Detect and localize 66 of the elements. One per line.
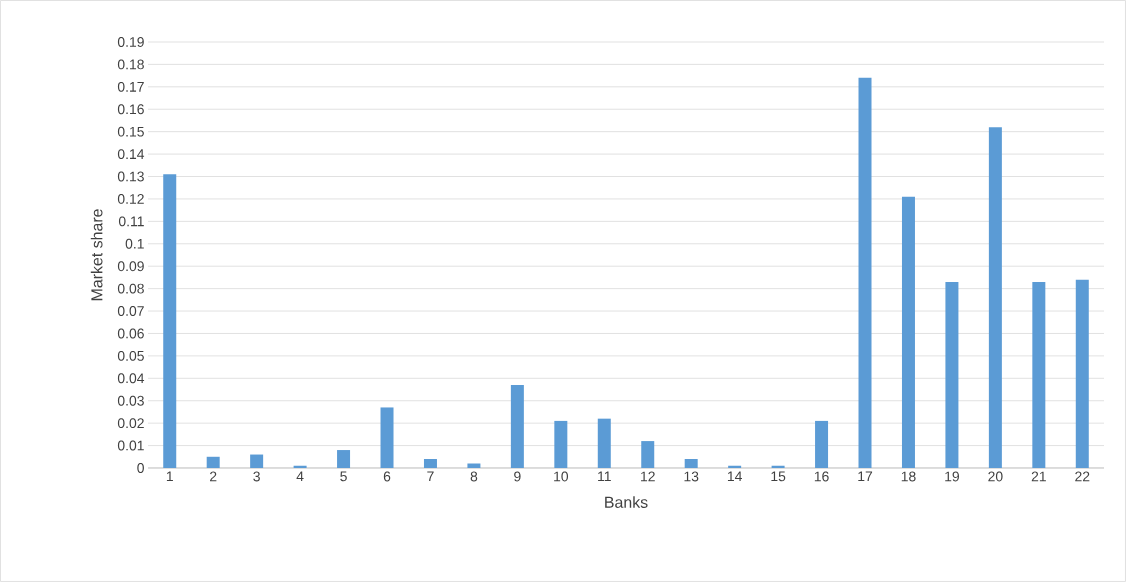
y-tick-label: 0.1: [125, 238, 144, 249]
x-tick-label: 7: [427, 471, 434, 482]
bar: [467, 463, 481, 468]
bar: [988, 127, 1002, 468]
x-tick-label: 8: [470, 471, 478, 482]
x-tick-label: 18: [901, 471, 916, 482]
bar: [901, 196, 915, 468]
x-tick-label: 15: [771, 471, 786, 482]
x-tick-label: 16: [814, 471, 829, 482]
y-tick-label: 0.01: [117, 440, 144, 451]
bar: [597, 418, 611, 468]
bar: [510, 385, 524, 468]
y-tick-label: 0.16: [117, 104, 144, 115]
bar: [945, 281, 959, 468]
x-tick-label: 4: [296, 471, 304, 482]
x-axis-title: Banks: [605, 496, 648, 508]
x-tick-label: 21: [1031, 471, 1046, 482]
bar: [423, 459, 437, 468]
bar: [554, 420, 568, 468]
x-tick-label: 20: [988, 471, 1003, 482]
bar: [380, 407, 394, 468]
y-tick-label: 0.11: [118, 216, 144, 227]
y-tick-label: 0.06: [117, 328, 144, 339]
y-tick-label: 0: [137, 463, 144, 473]
y-tick-label: 0.18: [117, 59, 144, 70]
bar: [771, 465, 785, 468]
y-tick-label: 0.04: [117, 373, 145, 384]
bar: [815, 420, 829, 468]
bar: [250, 454, 264, 468]
bar: [163, 174, 177, 468]
bar: [1032, 281, 1046, 468]
y-tick-label: 0.14: [117, 149, 145, 160]
x-tick-label: 12: [641, 471, 655, 482]
y-tick-label: 0.19: [117, 37, 144, 47]
bar: [641, 441, 655, 468]
x-tick-label: 3: [253, 471, 260, 482]
x-tick-label: 11: [598, 471, 611, 482]
y-tick-label: 0.09: [117, 261, 144, 272]
bar: [858, 77, 872, 468]
y-tick-label: 0.17: [117, 81, 144, 92]
y-tick-label: 0.05: [117, 350, 144, 361]
y-tick-label: 0.15: [117, 126, 144, 137]
x-tick-label: 1: [166, 471, 173, 482]
bar: [728, 465, 742, 468]
y-tick-label: 0.07: [117, 306, 144, 316]
x-tick-label: 19: [945, 471, 960, 482]
y-tick-label: 0.12: [117, 193, 144, 204]
y-tick-label: 0.13: [117, 171, 144, 182]
x-tick-label: 6: [383, 471, 391, 482]
bar: [337, 450, 351, 468]
x-tick-label: 13: [684, 471, 699, 482]
x-tick-label: 2: [210, 471, 217, 482]
x-tick-label: 5: [340, 471, 347, 482]
bar: [206, 456, 220, 468]
x-tick-label: 22: [1075, 471, 1090, 482]
y-tick-label: 0.02: [117, 418, 144, 429]
bar: [293, 465, 307, 468]
y-tick-label: 0.03: [117, 395, 144, 406]
y-tick-label: 0.08: [117, 283, 144, 294]
x-tick-label: 17: [858, 471, 873, 482]
bar: [684, 459, 698, 468]
x-tick-label: 10: [554, 471, 569, 482]
x-tick-label: 14: [727, 471, 742, 482]
x-tick-label: 9: [514, 471, 521, 482]
y-axis-title: Market share: [90, 209, 103, 301]
bar: [1075, 279, 1089, 468]
